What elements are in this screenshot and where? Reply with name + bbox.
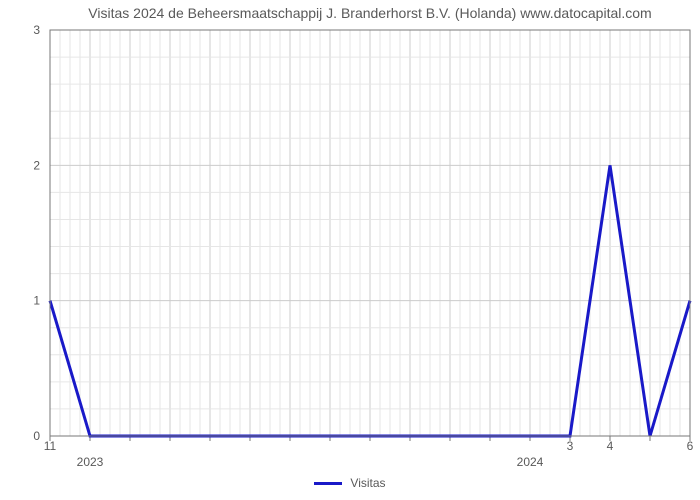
x-axis-tick-labels-bottom: 2023 2024 <box>77 455 544 469</box>
svg-text:2023: 2023 <box>77 455 104 469</box>
line-chart: Visitas 2024 de Beheersmaatschappij J. B… <box>0 0 700 500</box>
chart-svg: Visitas 2024 de Beheersmaatschappij J. B… <box>0 0 700 500</box>
legend-label: Visitas <box>350 476 385 490</box>
y-axis-ticks: 0 1 2 3 <box>33 23 40 443</box>
svg-text:1: 1 <box>33 294 40 308</box>
svg-text:0: 0 <box>33 429 40 443</box>
x-axis-tick-labels-top: 11 3 4 6 <box>44 436 694 453</box>
svg-text:3: 3 <box>567 439 574 453</box>
chart-title: Visitas 2024 de Beheersmaatschappij J. B… <box>88 5 651 21</box>
svg-text:4: 4 <box>607 439 614 453</box>
grid <box>50 30 690 436</box>
svg-text:3: 3 <box>33 23 40 37</box>
legend-swatch <box>314 482 342 485</box>
svg-text:2024: 2024 <box>517 455 544 469</box>
svg-text:2: 2 <box>33 158 40 172</box>
svg-text:11: 11 <box>44 439 57 453</box>
svg-text:6: 6 <box>687 439 694 453</box>
legend: Visitas <box>0 476 700 490</box>
